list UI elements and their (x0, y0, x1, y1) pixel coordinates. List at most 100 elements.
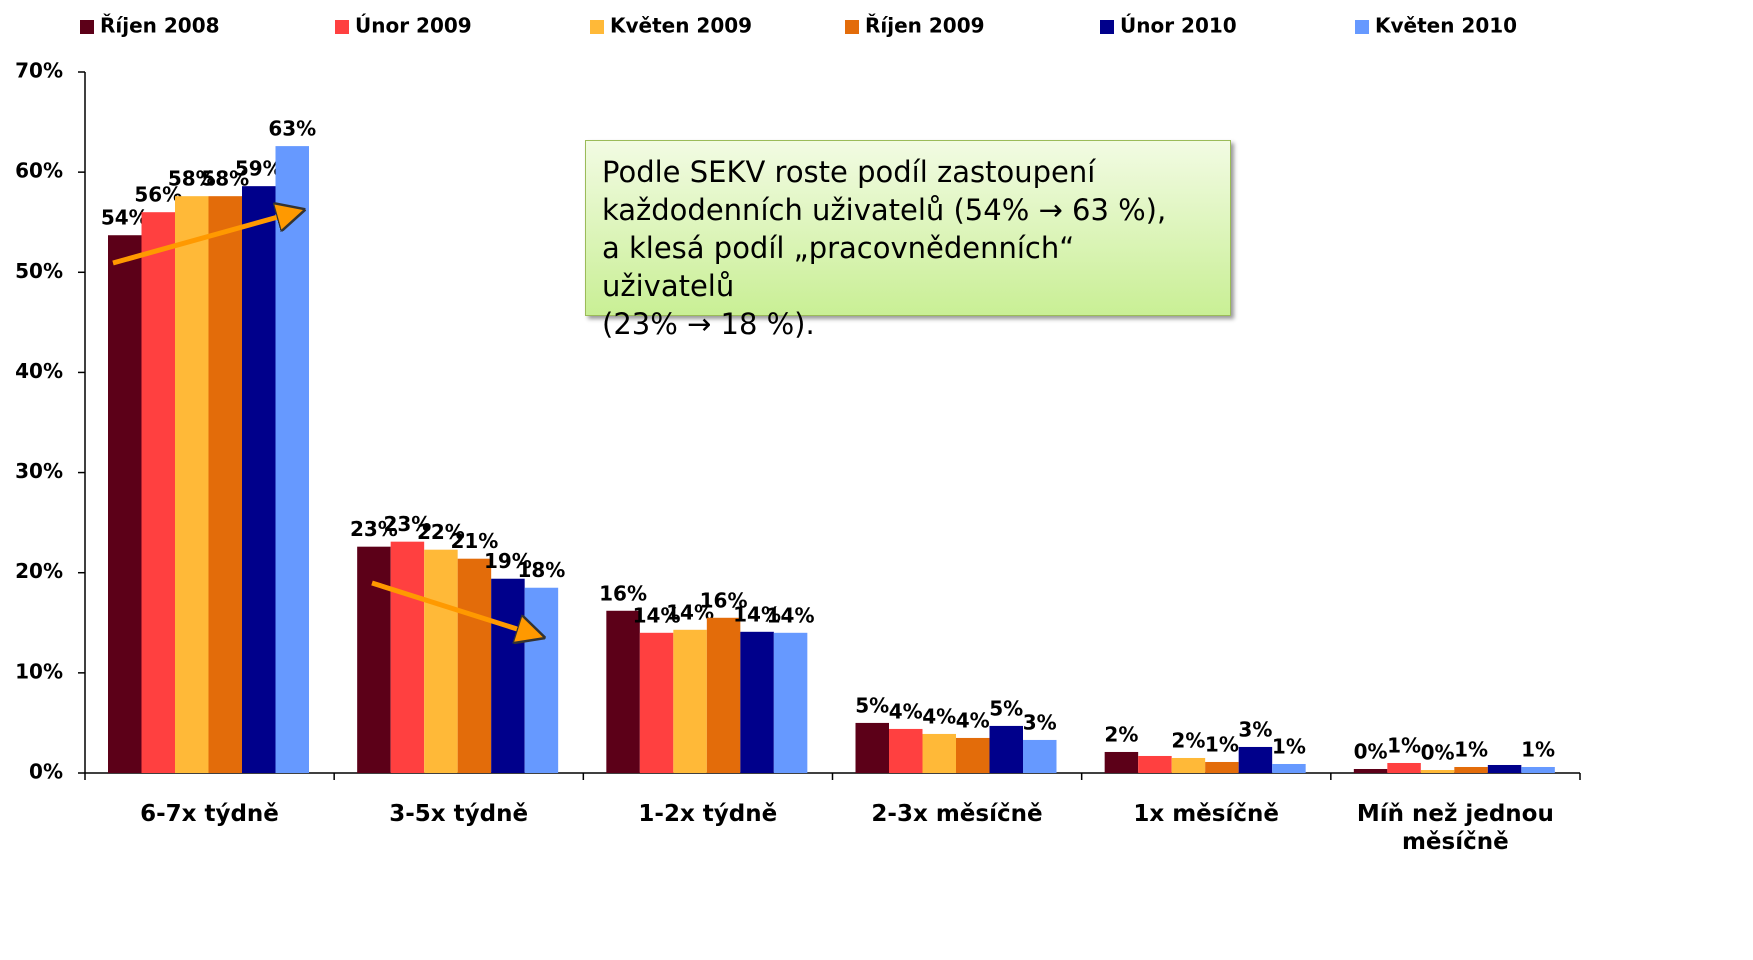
bar (1454, 766, 1488, 773)
value-label: 14% (733, 602, 781, 626)
value-label: 5% (989, 696, 1023, 720)
bar (141, 212, 175, 773)
legend-label: Říjen 2009 (865, 14, 985, 38)
bar (1205, 761, 1239, 773)
legend-label: Únor 2009 (355, 14, 472, 38)
bar (1420, 769, 1455, 773)
bar (175, 196, 209, 774)
y-tick-label: 20% (15, 559, 63, 583)
bar (242, 186, 276, 774)
y-tick-label: 0% (29, 760, 63, 784)
value-label: 14% (666, 600, 714, 624)
x-tick-label: 2-3x měsíčně (871, 801, 1043, 827)
bar (390, 541, 425, 773)
bar (1238, 746, 1273, 773)
legend-swatch (1355, 20, 1369, 34)
value-label: 14% (633, 603, 681, 627)
value-label: 19% (484, 549, 532, 573)
value-label: 3% (1238, 717, 1272, 741)
bar (275, 146, 309, 773)
legend-label: Květen 2010 (1375, 14, 1517, 38)
bar (1521, 766, 1555, 773)
bar (1387, 762, 1421, 773)
bar (956, 737, 990, 773)
bar (208, 196, 242, 774)
bar (1487, 764, 1522, 773)
value-label: 56% (134, 183, 182, 207)
y-tick-label: 60% (15, 159, 63, 183)
legend-label: Květen 2009 (610, 14, 752, 38)
y-tick-label: 40% (15, 359, 63, 383)
y-tick-label: 30% (15, 459, 63, 483)
bar (524, 587, 559, 773)
legend-swatch (335, 20, 349, 34)
value-label: 4% (889, 699, 923, 723)
value-label: 1% (1387, 733, 1421, 757)
trend-arrow (112, 212, 296, 266)
value-label: 14% (767, 603, 815, 627)
bar (673, 629, 707, 773)
legend-swatch (590, 20, 604, 34)
value-label: 54% (101, 206, 149, 230)
bar (457, 558, 492, 773)
bar (773, 632, 808, 773)
value-label: 18% (517, 558, 565, 582)
legend-swatch (80, 20, 94, 34)
bar (889, 728, 923, 773)
legend-label: Říjen 2008 (100, 14, 220, 38)
trend-arrow (371, 580, 536, 635)
bar (1272, 763, 1306, 773)
value-label: 23% (383, 512, 431, 536)
bar (706, 617, 741, 773)
x-tick-label: 3-5x týdně (389, 801, 529, 827)
bar (639, 632, 674, 773)
value-label: 1% (1272, 734, 1306, 758)
value-label: 1% (1205, 732, 1239, 756)
value-label: 1% (1454, 737, 1488, 761)
bar (1353, 768, 1388, 773)
value-label: 4% (956, 708, 990, 732)
value-label: 0% (1421, 740, 1455, 764)
value-label: 59% (235, 157, 283, 181)
value-label: 58% (201, 167, 249, 191)
value-label: 22% (417, 520, 465, 544)
value-label: 2% (1171, 728, 1205, 752)
bar (1023, 739, 1057, 773)
x-tick-label: 1-2x týdně (638, 801, 778, 827)
value-label: 63% (268, 117, 316, 141)
legend-swatch (1100, 20, 1114, 34)
value-label: 0% (1354, 739, 1388, 763)
value-label: 21% (450, 529, 498, 553)
legend-label: Únor 2010 (1120, 14, 1237, 38)
value-label: 1% (1521, 737, 1555, 761)
value-label: 4% (922, 704, 956, 728)
y-tick-label: 10% (15, 659, 63, 683)
bar (1138, 755, 1172, 773)
bar (989, 725, 1023, 773)
y-tick-label: 70% (15, 59, 63, 83)
legend-swatch (845, 20, 859, 34)
value-label: 16% (599, 581, 647, 605)
y-tick-label: 50% (15, 259, 63, 283)
bar (606, 610, 640, 773)
x-tick-label: 1x měsíčně (1133, 801, 1279, 827)
value-label: 16% (700, 588, 748, 612)
bar (855, 722, 889, 773)
bar (740, 631, 774, 773)
bar (491, 578, 525, 773)
value-label: 58% (168, 167, 216, 191)
bar (1171, 757, 1206, 773)
value-label: 5% (855, 693, 889, 717)
bar (424, 549, 458, 773)
annotation: Podle SEKV roste podíl zastoupení každod… (585, 140, 1231, 341)
bar (922, 733, 956, 773)
bar (357, 546, 391, 773)
x-tick-label: Míň než jednou měsíčně (1356, 801, 1554, 855)
value-label: 2% (1104, 722, 1138, 746)
bar (1104, 751, 1139, 773)
bar (108, 235, 142, 774)
x-tick-label: 6-7x týdně (140, 801, 279, 827)
value-label: 3% (1023, 710, 1057, 734)
